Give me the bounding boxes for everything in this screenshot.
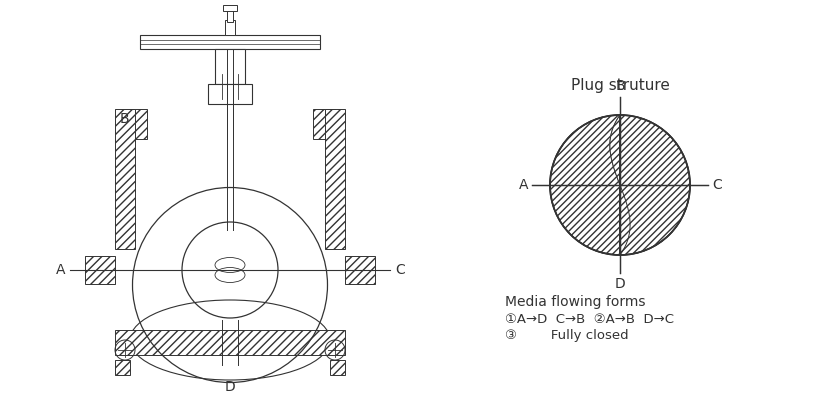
Text: ①A→D  C→B  ②A→B  D→C: ①A→D C→B ②A→B D→C (505, 313, 674, 326)
Text: D: D (224, 380, 235, 394)
Text: A: A (55, 263, 65, 277)
Bar (125, 109, 147, 139)
Bar (345, 256, 375, 284)
Text: B: B (120, 112, 130, 126)
Text: A: A (518, 178, 528, 192)
Bar (225, 20, 235, 35)
Bar (325, 109, 345, 249)
Bar (223, 5, 237, 11)
Text: B: B (615, 79, 625, 93)
Bar (115, 109, 135, 249)
Text: ③        Fully closed: ③ Fully closed (505, 329, 629, 342)
Bar (115, 360, 130, 375)
Bar (208, 84, 252, 104)
Bar (330, 360, 345, 375)
Bar (85, 256, 115, 284)
Text: C: C (395, 263, 405, 277)
Text: Plug struture: Plug struture (571, 78, 669, 93)
Bar (313, 109, 335, 139)
Polygon shape (610, 115, 690, 255)
Polygon shape (550, 115, 630, 255)
Text: C: C (712, 178, 722, 192)
Text: D: D (615, 277, 625, 291)
Text: Media flowing forms: Media flowing forms (505, 295, 645, 309)
Bar (227, 10, 233, 22)
Bar (215, 49, 245, 84)
Bar (140, 35, 320, 49)
Ellipse shape (130, 300, 330, 380)
Bar (115, 330, 345, 355)
